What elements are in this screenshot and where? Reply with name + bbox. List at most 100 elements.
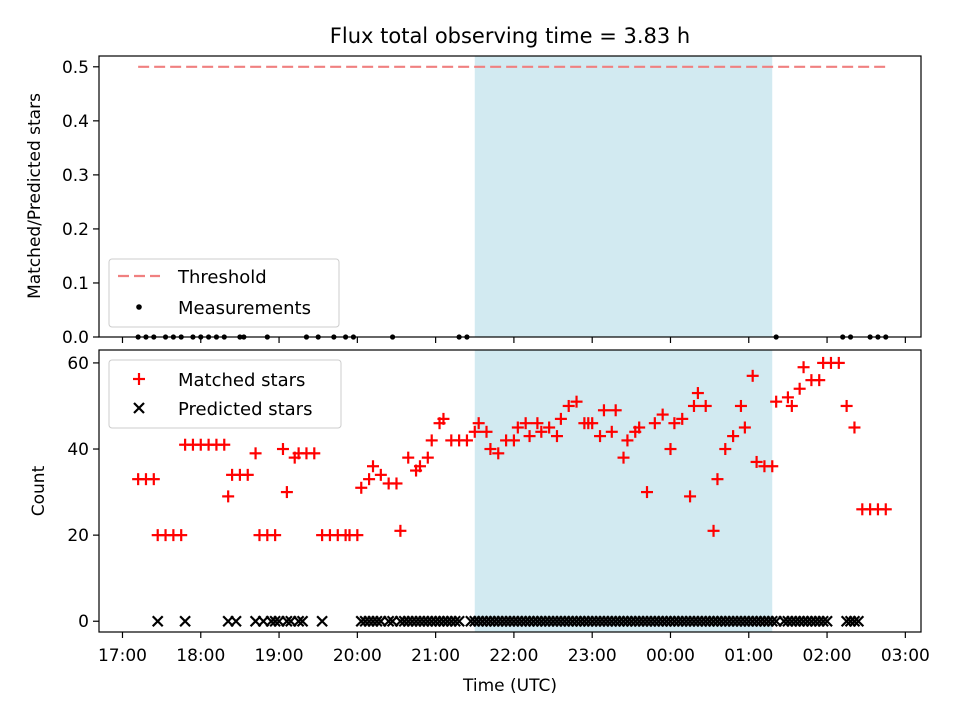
matched-point <box>468 425 481 438</box>
matched-point <box>519 417 532 430</box>
bottom-panel: 0 20 40 60 17:00 18:00 19:00 20:00 21:00 22:00 23… <box>29 349 930 696</box>
predicted-point <box>453 615 465 628</box>
matched-point <box>684 490 697 503</box>
predicted-point <box>292 615 305 628</box>
matched-point <box>586 417 599 430</box>
predicted-point <box>281 615 293 628</box>
matched-point <box>175 529 188 542</box>
x-tick-label: 22:00 <box>489 646 538 666</box>
matched-point <box>554 412 567 425</box>
matched-point <box>507 434 520 447</box>
predicted-point <box>766 615 779 628</box>
matched-point <box>648 417 661 430</box>
matched-point <box>492 447 505 460</box>
matched-point <box>738 421 751 434</box>
matched-point <box>727 430 740 443</box>
predicted-point <box>817 615 829 628</box>
matched-point <box>394 524 407 537</box>
matched-point <box>484 443 497 456</box>
legend-matched-label: Matched stars <box>178 370 305 391</box>
matched-point <box>766 460 779 473</box>
matched-point <box>605 425 618 438</box>
x-axis-label: Time (UTC) <box>462 676 557 696</box>
y-tick-label: 0.4 <box>62 112 89 132</box>
bottom-shaded-region <box>474 350 773 632</box>
predicted-point <box>382 615 395 628</box>
matched-point <box>523 430 536 443</box>
matched-point <box>633 421 646 434</box>
predicted-point <box>230 615 242 628</box>
y-tick-label: 20 <box>67 526 89 546</box>
matched-point <box>840 399 853 412</box>
matched-point <box>472 417 485 430</box>
matched-point <box>241 468 254 481</box>
matched-point <box>707 524 720 537</box>
legend-matched-swatch <box>133 373 145 385</box>
matched-point <box>676 412 689 425</box>
x-tick-label: 23:00 <box>568 646 617 666</box>
matched-point <box>550 430 563 443</box>
x-tick-label: 00:00 <box>646 646 695 666</box>
top-shaded-region <box>474 56 773 337</box>
matched-point <box>785 399 798 412</box>
x-tick-label: 19:00 <box>255 646 304 666</box>
matched-point <box>793 382 806 395</box>
bottom-axes-frame <box>98 349 922 633</box>
predicted-point <box>316 615 328 628</box>
matched-point <box>711 473 724 486</box>
y-tick-label: 0.0 <box>62 328 89 348</box>
matched-point <box>351 529 364 542</box>
matched-point <box>668 417 681 430</box>
x-tick-label: 02:00 <box>803 646 852 666</box>
matched-point <box>355 481 368 494</box>
y-tick-label: 0.1 <box>62 274 89 294</box>
predicted-point <box>852 615 865 628</box>
matched-point <box>437 412 450 425</box>
matched-point <box>269 529 282 542</box>
y-tick-label: 0.2 <box>62 220 89 240</box>
matched-point <box>402 451 415 464</box>
x-tick-label: 17:00 <box>98 646 147 666</box>
matched-point <box>363 473 376 486</box>
matched-point <box>719 443 732 456</box>
matched-point <box>691 387 704 400</box>
matched-point <box>848 421 861 434</box>
matched-point <box>531 417 544 430</box>
matched-point <box>879 503 892 516</box>
predicted-point <box>371 615 383 628</box>
matched-point <box>641 486 653 499</box>
matched-point <box>664 443 677 456</box>
top-y-axis-label: Matched/Predicted stars <box>25 93 45 299</box>
matched-point <box>597 404 610 417</box>
matched-point <box>797 361 810 374</box>
y-tick-label: 0 <box>78 612 89 632</box>
predicted-point <box>449 615 461 628</box>
legend-threshold-label: Threshold <box>177 267 267 288</box>
y-tick-label: 60 <box>67 354 89 374</box>
matched-point <box>390 477 403 490</box>
x-tick-label: 01:00 <box>724 646 773 666</box>
matched-point <box>308 447 321 460</box>
matched-point <box>543 421 556 434</box>
matched-point <box>367 460 379 473</box>
x-tick-label: 18:00 <box>176 646 225 666</box>
matched-point <box>617 451 630 464</box>
y-tick-label: 0.3 <box>62 166 89 186</box>
matched-point <box>746 369 759 382</box>
matched-point <box>147 473 160 486</box>
matched-point <box>770 395 783 408</box>
predicted-point <box>296 615 309 628</box>
matched-point <box>813 374 826 387</box>
bottom-legend-box <box>108 359 342 429</box>
matched-point <box>609 404 622 417</box>
bottom-y-axis-label: Count <box>29 465 49 516</box>
top-legend: Threshold Measurements <box>108 258 340 328</box>
matched-point <box>562 399 575 412</box>
legend-predicted-label: Predicted stars <box>178 399 312 420</box>
matched-point <box>218 438 231 451</box>
matched-point <box>594 430 607 443</box>
matched-point <box>687 399 700 412</box>
predicted-point <box>151 615 164 628</box>
matched-point <box>535 425 548 438</box>
matched-point <box>832 356 845 369</box>
